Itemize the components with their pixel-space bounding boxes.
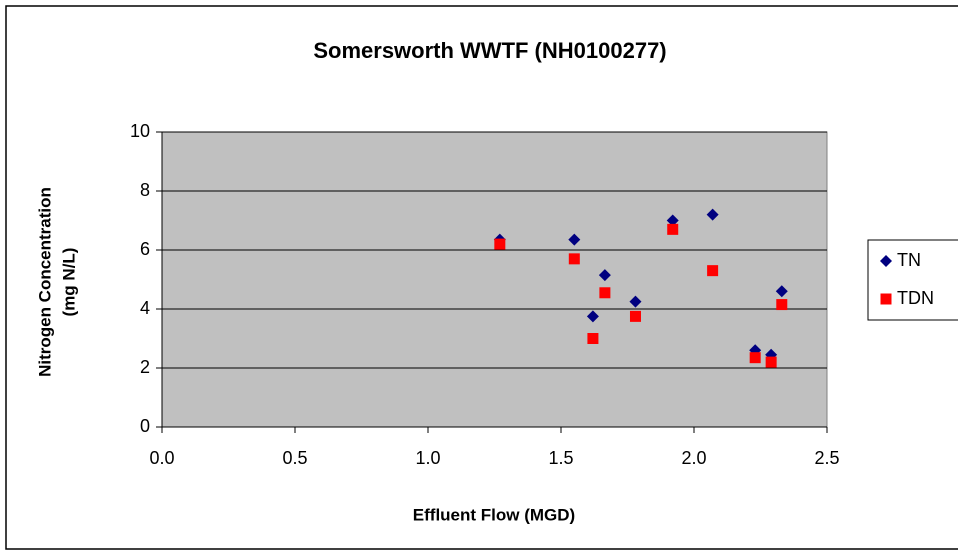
point bbox=[776, 299, 788, 311]
point bbox=[706, 208, 719, 221]
x-tick-label: 0.5 bbox=[282, 448, 307, 468]
point bbox=[775, 285, 788, 298]
y-axis-title-line: (mg N/L) bbox=[59, 248, 78, 317]
point bbox=[599, 287, 611, 299]
point bbox=[666, 214, 679, 227]
point bbox=[494, 238, 506, 250]
point bbox=[667, 223, 679, 235]
y-tick-label: 0 bbox=[140, 416, 150, 436]
x-tick-label: 2.0 bbox=[681, 448, 706, 468]
point bbox=[587, 333, 599, 344]
y-axis-title-line: Nitrogen Concentration bbox=[35, 187, 54, 377]
point bbox=[749, 352, 761, 364]
y-tick-label: 8 bbox=[140, 180, 150, 200]
y-tick-label: 4 bbox=[140, 298, 150, 318]
point bbox=[765, 356, 777, 368]
point bbox=[707, 265, 719, 277]
y-tick-label: 6 bbox=[140, 239, 150, 259]
legend-marker bbox=[880, 255, 892, 267]
point bbox=[568, 233, 581, 246]
y-tick-label: 2 bbox=[140, 357, 150, 377]
x-tick-label: 1.5 bbox=[548, 448, 573, 468]
point bbox=[629, 310, 641, 322]
legend-marker bbox=[880, 293, 892, 305]
y-tick-label: 10 bbox=[130, 121, 150, 141]
legend-label: TN bbox=[897, 250, 921, 270]
x-tick-label: 1.0 bbox=[415, 448, 440, 468]
point bbox=[598, 269, 611, 282]
x-tick-label: 2.5 bbox=[814, 448, 839, 468]
y-axis-title: Nitrogen Concentration (mg N/L) bbox=[35, 187, 78, 377]
plot-area bbox=[161, 131, 828, 428]
point bbox=[568, 253, 580, 265]
point bbox=[586, 310, 599, 323]
legend-box bbox=[867, 239, 958, 321]
x-axis-title: Effluent Flow (MGD) bbox=[413, 505, 575, 524]
point bbox=[629, 295, 642, 308]
x-tick-label: 0.0 bbox=[149, 448, 174, 468]
chart-title: Somersworth WWTF (NH0100277) bbox=[313, 38, 666, 63]
legend-label: TDN bbox=[897, 288, 934, 308]
